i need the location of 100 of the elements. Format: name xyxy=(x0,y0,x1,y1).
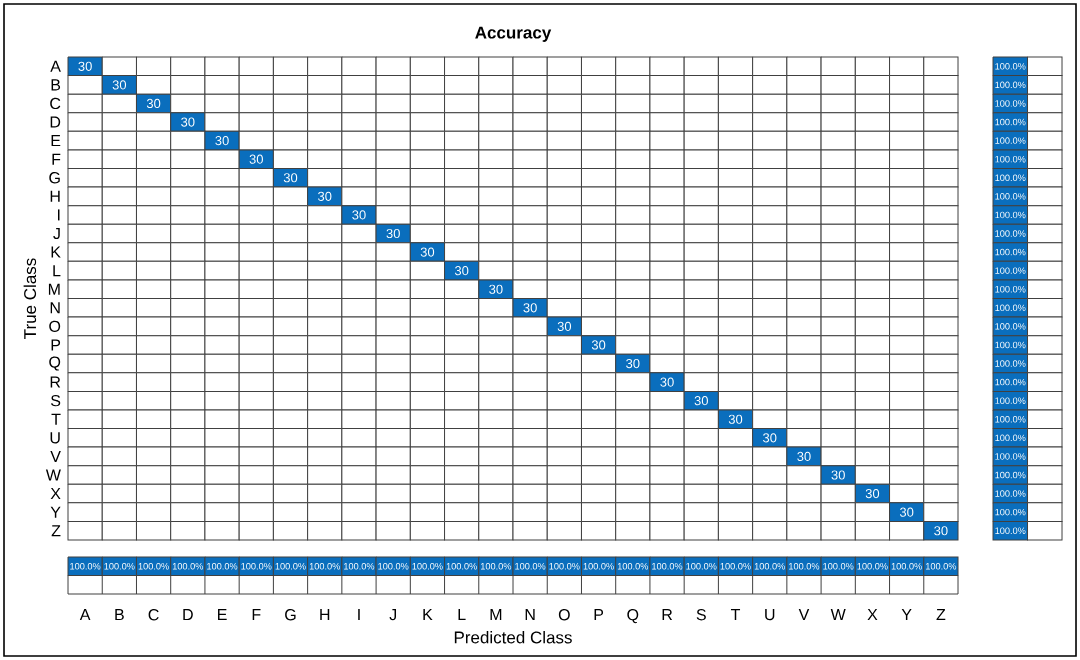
data-label: 100.0% xyxy=(70,562,101,570)
y-axis-title: True Class xyxy=(23,258,37,339)
data-label: 100.0% xyxy=(446,562,477,570)
y-tick-label: U xyxy=(50,432,60,444)
data-label: 100.0% xyxy=(617,562,649,570)
y-tick-label: O xyxy=(49,320,61,333)
y-tick-label: F xyxy=(52,153,61,165)
y-tick-label: H xyxy=(50,190,60,202)
data-label: 100.0% xyxy=(995,415,1026,423)
y-tick-label: P xyxy=(51,339,61,351)
x-tick-label: N xyxy=(525,609,535,621)
data-label: 30 xyxy=(78,61,92,71)
data-label: 100.0% xyxy=(995,471,1026,479)
y-tick-label: I xyxy=(57,209,60,221)
y-tick-label: X xyxy=(50,488,61,500)
data-label: 100.0% xyxy=(995,397,1026,404)
y-tick-label: Y xyxy=(50,506,61,518)
data-label: 100.0% xyxy=(995,323,1026,330)
data-label: 100.0% xyxy=(995,434,1026,442)
data-label: 100.0% xyxy=(995,193,1026,200)
data-label: 100.0% xyxy=(823,562,854,570)
data-label: 30 xyxy=(626,358,640,369)
data-label: 100.0% xyxy=(207,562,238,570)
data-label: 30 xyxy=(831,470,845,480)
x-tick-label: U xyxy=(765,609,775,621)
x-tick-label: D xyxy=(183,609,193,621)
chart-title: Accuracy xyxy=(475,26,552,42)
data-label: 100.0% xyxy=(720,562,751,570)
y-tick-label: W xyxy=(45,469,61,481)
y-tick-label: J xyxy=(53,227,60,240)
x-tick-label: O xyxy=(558,609,570,621)
data-label: 100.0% xyxy=(549,562,580,570)
data-label: 100.0% xyxy=(789,562,820,570)
x-tick-label: R xyxy=(662,609,673,621)
x-tick-label: K xyxy=(423,609,433,621)
data-label: 100.0% xyxy=(995,285,1026,293)
y-tick-label: N xyxy=(50,302,60,314)
data-label: 100.0% xyxy=(995,230,1026,237)
data-label: 100.0% xyxy=(686,562,717,570)
data-label: 30 xyxy=(249,154,263,164)
data-label: 30 xyxy=(694,396,708,406)
data-label: 30 xyxy=(181,117,195,127)
data-label: 100.0% xyxy=(995,267,1026,274)
x-tick-label: V xyxy=(798,609,810,621)
data-label: 30 xyxy=(386,228,400,239)
y-tick-label: E xyxy=(51,135,61,147)
data-label: 100.0% xyxy=(104,562,135,570)
x-tick-label: C xyxy=(148,609,159,621)
y-tick-label: T xyxy=(51,413,61,425)
data-label: 100.0% xyxy=(995,137,1026,144)
x-tick-label: L xyxy=(458,609,466,621)
x-axis-title: Predicted Class xyxy=(454,630,572,644)
x-tick-label: G xyxy=(285,609,296,621)
data-label: 30 xyxy=(215,136,229,146)
y-tick-label: K xyxy=(51,246,61,258)
data-label: 30 xyxy=(283,173,298,183)
data-label: 100.0% xyxy=(995,248,1026,256)
data-label: 100.0% xyxy=(995,63,1026,70)
x-tick-label: T xyxy=(730,609,741,621)
data-label: 100.0% xyxy=(995,118,1026,126)
data-label: 100.0% xyxy=(995,81,1026,89)
y-tick-label: C xyxy=(50,97,61,110)
data-label: 30 xyxy=(763,433,777,443)
data-label: 30 xyxy=(352,210,366,220)
data-label: 30 xyxy=(489,284,503,294)
y-tick-label: G xyxy=(49,172,60,184)
data-label: 30 xyxy=(112,80,127,90)
x-tick-label: Y xyxy=(901,609,912,621)
x-tick-label: M xyxy=(490,609,502,621)
x-tick-label: Q xyxy=(627,609,639,624)
data-label: 30 xyxy=(660,377,674,387)
data-label: 100.0% xyxy=(995,453,1026,460)
data-label: 100.0% xyxy=(172,562,204,570)
x-tick-label: I xyxy=(358,609,360,621)
x-tick-label: W xyxy=(830,609,846,621)
data-label: 30 xyxy=(591,340,606,350)
data-label: 100.0% xyxy=(995,304,1026,312)
y-tick-label: Z xyxy=(51,525,61,537)
data-label: 100.0% xyxy=(995,527,1026,534)
data-label: 100.0% xyxy=(754,562,785,570)
data-label: 100.0% xyxy=(344,562,375,570)
data-label: 30 xyxy=(865,488,880,499)
data-label: 100.0% xyxy=(995,341,1026,349)
y-tick-label: S xyxy=(50,395,61,407)
x-tick-label: A xyxy=(79,609,91,621)
x-tick-label: B xyxy=(115,609,124,621)
data-label: 100.0% xyxy=(995,378,1026,386)
data-label: 30 xyxy=(934,526,948,536)
data-label: 100.0% xyxy=(995,508,1026,516)
y-tick-label: R xyxy=(50,376,61,388)
data-label: 100.0% xyxy=(995,360,1026,367)
data-label: 100.0% xyxy=(412,562,443,570)
data-label: 100.0% xyxy=(480,562,512,570)
data-label: 30 xyxy=(454,266,469,276)
data-label: 100.0% xyxy=(857,562,888,570)
data-label: 100.0% xyxy=(515,562,546,570)
data-label: 100.0% xyxy=(995,490,1026,497)
data-label: 100.0% xyxy=(995,155,1026,163)
y-tick-label: B xyxy=(51,79,61,91)
y-tick-label: Q xyxy=(49,356,61,371)
